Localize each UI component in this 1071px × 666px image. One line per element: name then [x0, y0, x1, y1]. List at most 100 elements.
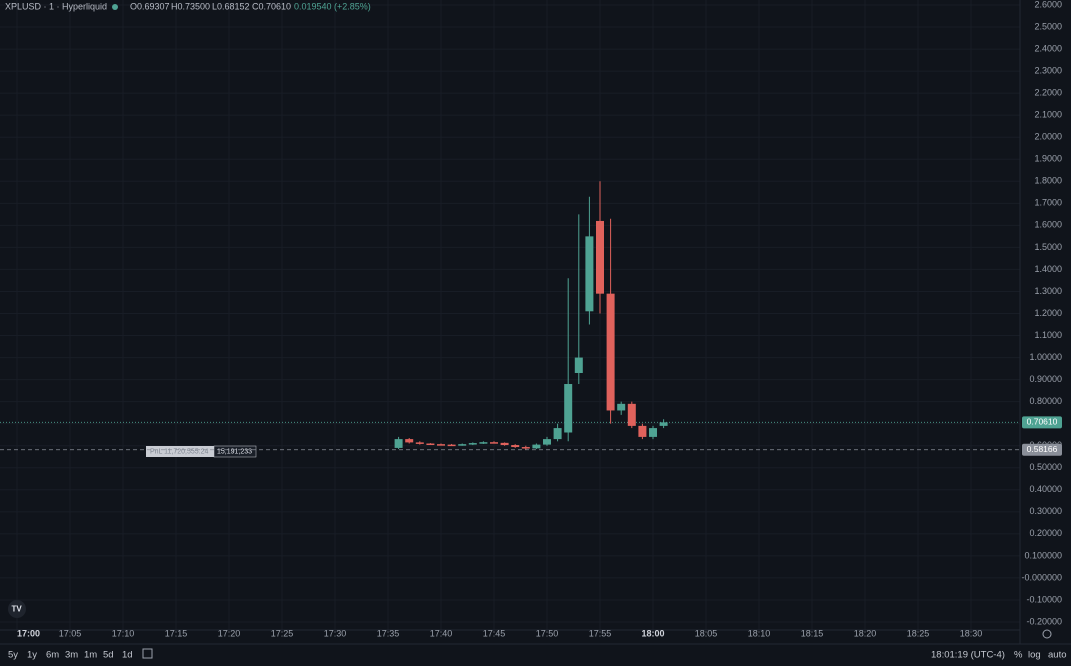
- candle-body: [606, 293, 615, 411]
- y-tick-label: 1.00000: [1029, 352, 1062, 362]
- x-tick-label: 17:20: [218, 628, 241, 638]
- y-tick-label: 2.0000: [1034, 132, 1062, 142]
- y-tick-label: 1.6000: [1034, 220, 1062, 230]
- candle-body: [553, 428, 562, 440]
- auto-toggle[interactable]: auto: [1048, 650, 1067, 661]
- x-tick-label: 18:30: [960, 628, 983, 638]
- y-tick-label: 2.5000: [1034, 21, 1062, 31]
- ohlc-change: 0.019540 (+2.85%): [294, 1, 371, 11]
- candle-body: [543, 439, 551, 445]
- logo-mark: TV: [12, 605, 23, 614]
- y-tick-label: 2.3000: [1034, 65, 1062, 75]
- candle-body: [479, 442, 488, 444]
- candle-body: [659, 422, 668, 426]
- y-tick-label: 0.90000: [1029, 374, 1062, 384]
- log-toggle[interactable]: log: [1028, 650, 1041, 661]
- price-badge: [1022, 416, 1062, 429]
- x-tick-label: 17:45: [483, 628, 506, 638]
- y-tick-label: -0.000000: [1021, 572, 1062, 582]
- x-tick-label: 17:50: [536, 628, 559, 638]
- pnl-box: [146, 446, 214, 457]
- candle-body: [405, 439, 414, 443]
- symbol: XPLUSD · 1 · Hyperliquid: [5, 1, 107, 11]
- y-tick-label: 0.80000: [1029, 396, 1062, 406]
- candle-body: [490, 442, 498, 444]
- y-tick-label: 1.8000: [1034, 176, 1062, 186]
- range-button[interactable]: 1d: [122, 650, 133, 661]
- candle-body: [447, 444, 456, 447]
- range-button[interactable]: 1m: [84, 650, 97, 661]
- y-tick-label: 0.50000: [1029, 462, 1062, 472]
- settings-icon[interactable]: [1042, 629, 1052, 639]
- y-tick-label: 0.30000: [1029, 506, 1062, 516]
- x-tick-label: 17:55: [589, 628, 612, 638]
- y-tick-label: 1.4000: [1034, 264, 1062, 274]
- y-tick-label: 0.40000: [1029, 484, 1062, 494]
- candle-body: [596, 220, 604, 294]
- candle-body: [426, 443, 435, 446]
- logo: [8, 600, 26, 618]
- percent-toggle[interactable]: %: [1014, 650, 1023, 661]
- pnl-value-box: [213, 445, 257, 458]
- y-tick-label: -0.10000: [1026, 594, 1062, 604]
- x-tick-label: 18:05: [695, 628, 718, 638]
- x-tick-label: 17:40: [430, 628, 453, 638]
- ohlc-low: L0.68152: [212, 1, 250, 11]
- candle-body: [638, 425, 647, 437]
- y-tick-label: 1.2000: [1034, 308, 1062, 318]
- candle-body: [617, 403, 626, 411]
- ohlc-open: O0.69307: [130, 1, 170, 11]
- price-badge-label: 0.58166: [1027, 444, 1058, 454]
- candle-body: [458, 444, 467, 446]
- range-button[interactable]: 3m: [65, 650, 78, 661]
- x-tick-label: 18:00: [641, 628, 664, 638]
- y-tick-label: 2.6000: [1034, 0, 1062, 9]
- y-tick-label: 1.3000: [1034, 286, 1062, 296]
- x-tick-label: 17:10: [112, 628, 135, 638]
- candle-body: [585, 236, 594, 312]
- x-tick-label: 17:25: [271, 628, 294, 638]
- candle-body: [468, 443, 477, 445]
- range-button[interactable]: 1y: [27, 650, 37, 661]
- x-tick-label: 17:30: [324, 628, 347, 638]
- y-tick-label: 0.20000: [1029, 528, 1062, 538]
- candle-body: [500, 442, 509, 446]
- pnl-value: 15,191,233: [217, 448, 252, 455]
- candle-body: [564, 384, 573, 433]
- status-dot: [112, 4, 118, 10]
- x-tick-label: 18:15: [801, 628, 824, 638]
- candle-body: [437, 444, 445, 446]
- y-tick-label: 2.2000: [1034, 88, 1062, 98]
- ohlc-close: C0.70610: [252, 1, 291, 11]
- x-tick-label: 18:25: [907, 628, 930, 638]
- candle-body: [532, 444, 541, 449]
- candle-body: [415, 442, 424, 444]
- y-tick-label: 0.100000: [1024, 550, 1062, 560]
- x-tick-label: 17:05: [59, 628, 82, 638]
- y-tick-label: 1.7000: [1034, 198, 1062, 208]
- ohlc-high: H0.73500: [171, 1, 210, 11]
- x-tick-label: 18:20: [854, 628, 877, 638]
- x-tick-label: 17:00: [17, 628, 40, 638]
- date-range-icon[interactable]: [142, 648, 153, 659]
- y-tick-label: 1.9000: [1034, 154, 1062, 164]
- x-tick-label: 17:15: [165, 628, 188, 638]
- price-badge: [1022, 443, 1062, 456]
- range-button[interactable]: 5d: [103, 650, 114, 661]
- pnl-label: PnL 11,720,555.24: [150, 448, 208, 455]
- range-button[interactable]: 5y: [8, 650, 18, 661]
- x-tick-label: 17:35: [377, 628, 400, 638]
- candle-body: [511, 445, 520, 448]
- y-tick-label: -0.20000: [1026, 616, 1062, 626]
- candle-body: [521, 447, 530, 449]
- y-tick-label: 2.1000: [1034, 110, 1062, 120]
- x-tick-label: 18:10: [748, 628, 771, 638]
- candle-body: [627, 403, 636, 426]
- candle-body: [649, 428, 657, 437]
- y-tick-label: 2.4000: [1034, 43, 1062, 53]
- candle-body: [394, 439, 403, 448]
- range-button[interactable]: 6m: [46, 650, 59, 661]
- y-tick-label: 1.5000: [1034, 242, 1062, 252]
